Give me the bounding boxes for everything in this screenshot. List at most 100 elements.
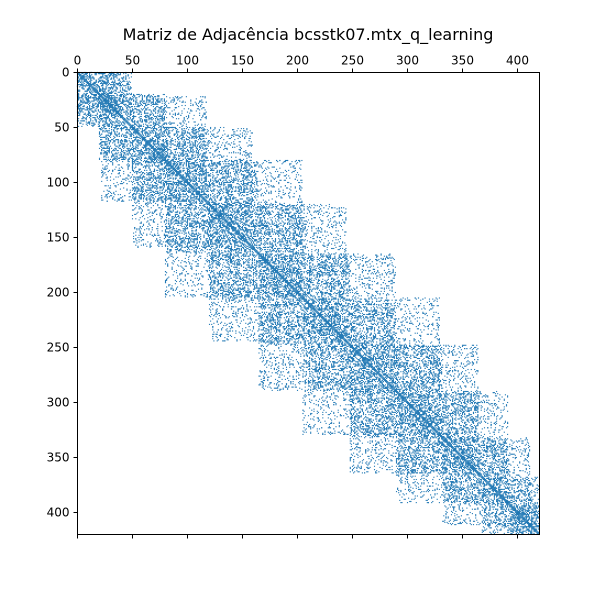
matrix-entry	[153, 98, 154, 99]
matrix-entry	[155, 187, 156, 188]
matrix-entry	[158, 125, 159, 126]
matrix-entry	[119, 198, 120, 199]
matrix-entry	[123, 158, 124, 159]
matrix-entry	[169, 113, 170, 114]
matrix-entry	[99, 126, 100, 127]
matrix-entry	[97, 106, 98, 107]
matrix-entry	[132, 184, 133, 185]
matrix-entry	[104, 73, 105, 74]
matrix-entry	[194, 128, 195, 129]
matrix-entry	[113, 130, 114, 131]
matrix-entry	[89, 76, 90, 77]
matrix-entry	[164, 108, 165, 109]
matrix-entry	[216, 233, 217, 234]
matrix-entry	[139, 142, 140, 143]
matrix-entry	[80, 107, 81, 108]
matrix-entry	[140, 223, 141, 224]
matrix-entry	[155, 104, 156, 105]
matrix-entry	[159, 146, 160, 147]
matrix-entry	[155, 128, 156, 129]
matrix-entry	[130, 136, 131, 137]
matrix-entry	[126, 131, 127, 132]
matrix-entry	[201, 171, 202, 172]
matrix-entry	[113, 121, 114, 122]
matrix-entry	[169, 107, 170, 108]
matrix-entry	[104, 83, 105, 84]
matrix-entry	[117, 135, 118, 136]
matrix-entry	[99, 148, 100, 149]
matrix-entry	[122, 98, 123, 99]
matrix-entry	[169, 121, 170, 122]
matrix-entry	[113, 179, 114, 180]
matrix-entry	[186, 124, 187, 125]
matrix-entry	[113, 141, 114, 142]
matrix-entry	[123, 135, 124, 136]
matrix-entry	[178, 168, 179, 169]
matrix-entry	[134, 193, 135, 194]
matrix-entry	[152, 158, 153, 159]
matrix-entry	[192, 197, 193, 198]
matrix-entry	[155, 108, 156, 109]
matrix-entry	[79, 115, 80, 116]
matrix-entry	[107, 125, 108, 126]
matrix-entry	[79, 86, 80, 87]
matrix-entry	[102, 112, 103, 113]
matrix-entry	[137, 151, 138, 152]
matrix-entry	[162, 120, 163, 121]
matrix-entry	[163, 153, 164, 154]
matrix-entry	[111, 161, 112, 162]
matrix-entry	[199, 165, 200, 166]
matrix-entry	[167, 148, 168, 149]
matrix-entry	[200, 138, 201, 139]
matrix-entry	[123, 77, 124, 78]
matrix-entry	[145, 113, 146, 114]
matrix-entry	[119, 136, 120, 137]
matrix-entry	[120, 170, 121, 171]
matrix-entry	[139, 109, 140, 110]
matrix-entry	[121, 153, 122, 154]
matrix-entry	[147, 140, 148, 141]
matrix-entry	[144, 103, 145, 104]
matrix-entry	[135, 180, 136, 181]
matrix-entry	[110, 135, 111, 136]
matrix-entry	[166, 105, 167, 106]
matrix-entry	[96, 74, 97, 75]
matrix-entry	[200, 136, 201, 137]
matrix-entry	[114, 106, 115, 107]
matrix-entry	[206, 165, 207, 166]
matrix-entry	[187, 224, 188, 225]
matrix-entry	[102, 131, 103, 132]
matrix-entry	[177, 225, 178, 226]
matrix-entry	[183, 136, 184, 137]
matrix-entry	[133, 198, 134, 199]
matrix-entry	[126, 189, 127, 190]
matrix-entry	[176, 195, 177, 196]
matrix-entry	[100, 91, 101, 92]
matrix-entry	[146, 97, 147, 98]
matrix-entry	[198, 174, 199, 175]
matrix-entry	[164, 150, 165, 151]
matrix-entry	[89, 109, 90, 110]
matrix-entry	[139, 125, 140, 126]
matrix-entry	[157, 96, 158, 97]
matrix-entry	[196, 179, 197, 180]
matrix-entry	[178, 205, 179, 206]
matrix-entry	[89, 75, 90, 76]
matrix-entry	[128, 113, 129, 114]
matrix-entry	[110, 187, 111, 188]
matrix-entry	[156, 156, 157, 157]
matrix-entry	[192, 162, 193, 163]
matrix-entry	[174, 99, 175, 100]
matrix-entry	[157, 139, 158, 140]
matrix-entry	[88, 79, 89, 80]
matrix-entry	[139, 96, 140, 97]
matrix-entry	[81, 102, 82, 103]
matrix-entry	[201, 185, 202, 186]
matrix-entry	[132, 98, 133, 99]
matrix-entry	[141, 193, 142, 194]
matrix-entry	[124, 137, 125, 138]
matrix-entry	[175, 104, 176, 105]
matrix-entry	[137, 104, 138, 105]
matrix-entry	[197, 105, 198, 106]
matrix-entry	[206, 175, 207, 176]
